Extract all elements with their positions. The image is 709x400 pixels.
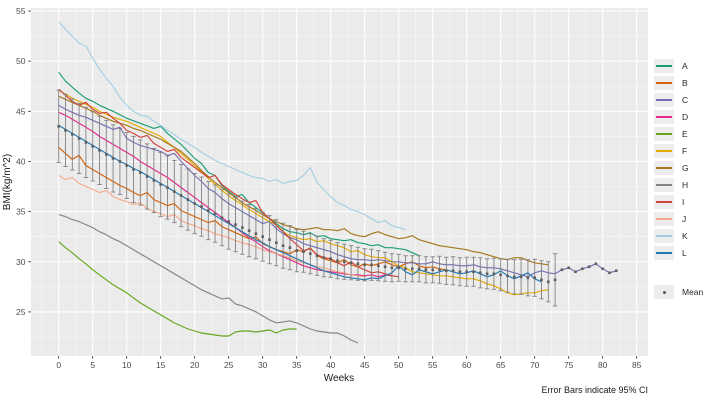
legend-line-swatch	[656, 218, 672, 220]
x-tick-label: 30	[258, 360, 268, 370]
legend-label: G	[682, 163, 689, 173]
legend-line-swatch	[656, 82, 672, 84]
x-tick-label: 65	[496, 360, 506, 370]
x-tick-label: 0	[56, 360, 61, 370]
axis-tick-labels: 0 5 10 15 20 25 30 35 40 45 50 55 60 65 70 75 80 85 25 30 35…	[16, 6, 642, 370]
legend-item-E: E	[654, 127, 708, 141]
legend-key-icon	[654, 161, 674, 175]
legend-key-icon	[654, 195, 674, 209]
series-line-H	[58, 214, 359, 344]
series-line-G	[58, 95, 549, 266]
x-tick-label: 25	[224, 360, 234, 370]
legend-label: E	[682, 129, 688, 139]
x-axis-title: Weeks	[324, 373, 354, 384]
x-tick-label: 5	[90, 360, 95, 370]
x-tick-label: 60	[462, 360, 472, 370]
legend-item-J: J	[654, 212, 708, 226]
legend-key-icon	[654, 178, 674, 192]
legend-line-swatch	[656, 167, 672, 169]
x-tick-label: 20	[190, 360, 200, 370]
legend-item-K: K	[654, 229, 708, 243]
legend-key-icon	[654, 59, 674, 73]
legend-label: C	[682, 95, 689, 105]
legend-item-A: A	[654, 59, 708, 73]
x-tick-label: 85	[632, 360, 642, 370]
legend-item-B: B	[654, 76, 708, 90]
legend-key-icon	[654, 110, 674, 124]
legend-label: K	[682, 231, 688, 241]
legend-item-mean: Mean	[654, 285, 708, 299]
y-tick-label: 55	[16, 6, 26, 16]
mean-point-icon	[662, 290, 666, 294]
legend-label: F	[682, 146, 688, 156]
legend-line-swatch	[656, 235, 672, 237]
mean-points	[57, 125, 618, 284]
x-tick-label: 15	[156, 360, 166, 370]
legend-key-icon	[654, 76, 674, 90]
legend-mean: Mean	[654, 285, 708, 302]
legend-line-swatch	[656, 65, 672, 67]
x-tick-label: 80	[598, 360, 608, 370]
legend-key-icon	[654, 285, 674, 299]
y-axis-title: BMI(kg/m^2)	[2, 154, 13, 210]
x-tick-label: 10	[122, 360, 132, 370]
legend-key-icon	[654, 229, 674, 243]
legend-label: Mean	[682, 287, 704, 297]
y-tick-label: 35	[16, 207, 26, 217]
x-tick-label: 40	[326, 360, 336, 370]
y-tick-label: 50	[16, 56, 26, 66]
legend-key-icon	[654, 144, 674, 158]
legend-label: A	[682, 61, 688, 71]
legend-key-icon	[654, 93, 674, 107]
y-tick-label: 30	[16, 257, 26, 267]
legend-key-icon	[654, 212, 674, 226]
legend-item-L: L	[654, 246, 708, 260]
x-tick-label: 45	[360, 360, 370, 370]
series-line-K	[58, 21, 406, 231]
series-line-D	[58, 111, 392, 278]
y-tick-label: 45	[16, 106, 26, 116]
legend-line-swatch	[656, 201, 672, 203]
legend-line-swatch	[656, 184, 672, 186]
series-line-I	[58, 88, 399, 278]
legend-label: J	[682, 214, 687, 224]
legend-item-C: C	[654, 93, 708, 107]
series-line-L	[58, 124, 542, 283]
legend-line-swatch	[656, 133, 672, 135]
x-tick-label: 35	[292, 360, 302, 370]
grid-minor	[31, 8, 648, 356]
x-tick-label: 75	[564, 360, 574, 370]
x-tick-label: 70	[530, 360, 540, 370]
series-line-A	[58, 71, 420, 257]
x-tick-label: 50	[394, 360, 404, 370]
legend-key-icon	[654, 246, 674, 260]
legend-item-D: D	[654, 110, 708, 124]
legend-line-swatch	[656, 252, 672, 254]
legend-label: I	[682, 197, 685, 207]
legend-label: H	[682, 180, 689, 190]
series-line-E	[58, 241, 297, 337]
legend-item-G: G	[654, 161, 708, 175]
legend-item-F: F	[654, 144, 708, 158]
legend-key-icon	[654, 127, 674, 141]
legend-item-I: I	[654, 195, 708, 209]
x-tick-label: 55	[428, 360, 438, 370]
legend-label: D	[682, 112, 689, 122]
legend-label: L	[682, 248, 687, 258]
y-tick-label: 40	[16, 156, 26, 166]
legend-item-H: H	[654, 178, 708, 192]
plot-panel: 0 5 10 15 20 25 30 35 40 45 50 55 60 65 70 75 80 85 25 30 35…	[16, 6, 648, 370]
legend-label: B	[682, 78, 688, 88]
legend-line-swatch	[656, 150, 672, 152]
error-bar-caption: Error Bars indicate 95% CI	[541, 385, 648, 395]
legend-line-swatch	[656, 99, 672, 101]
axis-ticks	[28, 10, 638, 359]
y-tick-label: 25	[16, 307, 26, 317]
legend-line-swatch	[656, 116, 672, 118]
